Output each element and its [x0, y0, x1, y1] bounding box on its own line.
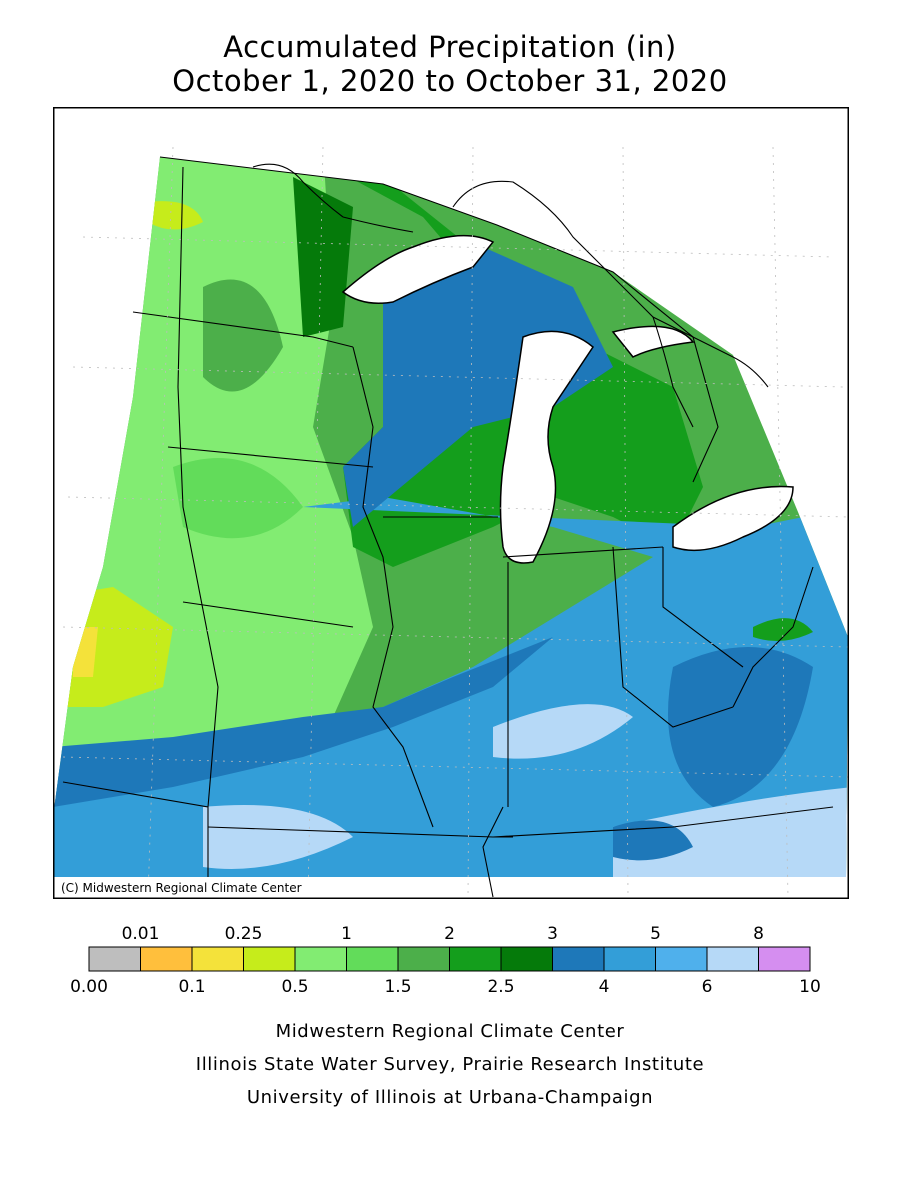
lat-lon-grid	[62, 146, 849, 898]
map-frame	[53, 107, 849, 899]
legend-top-label: 3	[547, 924, 558, 944]
legend-top-label: 0.25	[225, 924, 263, 944]
legend-bin	[191, 946, 244, 972]
map-date-range: October 1, 2020 to October 31, 2020	[172, 64, 728, 98]
legend-top-label: 0.01	[122, 924, 160, 944]
legend-bins	[88, 946, 811, 972]
legend-bin	[552, 946, 605, 972]
legend-bin	[449, 946, 502, 972]
legend-bin	[655, 946, 708, 972]
legend-top-labels: 0.01 0.25 1 2 3 5 8	[122, 924, 764, 944]
legend-top-label: 2	[444, 924, 455, 944]
legend-bin	[603, 946, 656, 972]
legend-bottom-labels: 0.00 0.1 0.5 1.5 2.5 4 6 10	[70, 977, 821, 997]
legend-top-label: 1	[341, 924, 352, 944]
legend-bottom-label: 0.00	[70, 977, 108, 997]
legend-bin	[294, 946, 347, 972]
legend-bottom-label: 2.5	[487, 977, 514, 997]
precipitation-legend: 0.01 0.25 1 2 3 5 8 0.00 0.1 0.5 1.5 2.5 4 6 10	[70, 924, 821, 997]
legend-bin	[500, 946, 553, 972]
copyright-box	[54, 877, 338, 897]
legend-bottom-label: 0.5	[281, 977, 308, 997]
credit-isws: Illinois State Water Survey, Prairie Res…	[195, 1054, 705, 1075]
legend-bottom-label: 10	[799, 977, 821, 997]
precipitation-map: (C) Midwestern Regional Climate Center	[53, 107, 849, 899]
legend-bin	[140, 946, 193, 972]
legend-bottom-label: 6	[702, 977, 713, 997]
legend-bottom-label: 1.5	[384, 977, 411, 997]
map-title: Accumulated Precipitation (in)	[223, 30, 677, 64]
great-lakes	[341, 234, 794, 564]
legend-bottom-label: 4	[599, 977, 610, 997]
copyright-text: (C) Midwestern Regional Climate Center	[61, 881, 302, 895]
legend-bin	[397, 946, 450, 972]
legend-bin	[243, 946, 296, 972]
legend-bottom-label: 0.1	[178, 977, 205, 997]
legend-bin	[346, 946, 399, 972]
legend-top-label: 5	[650, 924, 661, 944]
canada-shoreline	[252, 163, 769, 428]
legend-bin	[758, 946, 811, 972]
credit-mrcc: Midwestern Regional Climate Center	[275, 1021, 625, 1042]
legend-top-label: 8	[753, 924, 764, 944]
legend-bin	[88, 946, 141, 972]
legend-bin	[706, 946, 759, 972]
state-borders	[62, 156, 834, 898]
credit-uiuc: University of Illinois at Urbana-Champai…	[246, 1087, 654, 1108]
